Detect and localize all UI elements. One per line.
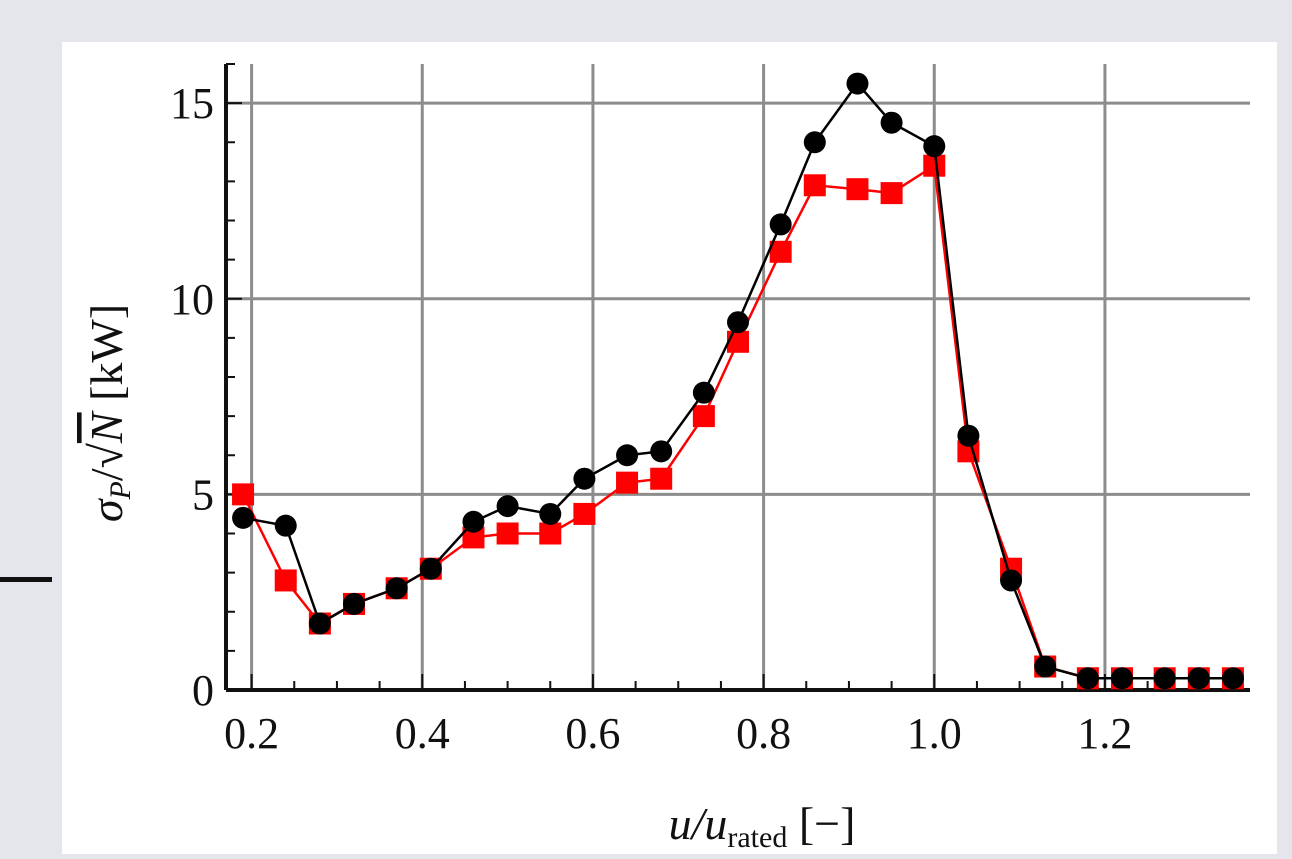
y-axis-label: σP/√N [kW]	[81, 304, 137, 522]
y-axis-label-sub: P	[104, 481, 137, 500]
series-1-point-0	[232, 483, 255, 506]
y-axis-label-slash: /	[81, 468, 132, 481]
y-tick-label-3: 15	[170, 79, 214, 128]
series-0-point-13	[727, 311, 749, 334]
series-0-point-26	[1221, 667, 1244, 690]
x-axis-label-unit: [−]	[787, 798, 855, 849]
x-tick-label-4: 1.0	[907, 709, 962, 758]
line-chart: 0.2 0.4 0.6 0.8 1.0 1.2 0 5 10 15 u/urated [−] σP…	[81, 63, 1250, 854]
series-0-point-11	[650, 440, 673, 463]
series-0-point-20	[1000, 569, 1023, 592]
series-layer	[232, 72, 1244, 690]
series-1-point-8	[539, 522, 562, 545]
series-1-point-12	[692, 405, 715, 428]
plot-card: 0.2 0.4 0.6 0.8 1.0 1.2 0 5 10 15 u/urated [−] σP…	[62, 42, 1277, 854]
x-tick-label-5: 1.2	[1077, 709, 1132, 758]
series-1-point-11	[650, 467, 673, 490]
series-0-point-24	[1153, 667, 1176, 690]
series-0-point-8	[539, 502, 562, 525]
y-axis-label-sigma: σ	[81, 497, 132, 522]
y-axis-label-n: N	[81, 410, 132, 444]
series-0-point-7	[496, 495, 519, 518]
grid-lines	[226, 64, 1250, 690]
series-0-point-21	[1034, 655, 1057, 678]
series-0-point-19	[957, 424, 980, 447]
x-tick-label-1: 0.4	[395, 709, 450, 758]
series-0-point-3	[343, 592, 365, 615]
y-tick-label-2: 10	[170, 275, 214, 324]
series-1-point-14	[769, 240, 792, 263]
y-tick-label-0: 0	[192, 666, 214, 715]
series-0-point-23	[1111, 667, 1133, 690]
series-0-point-14	[769, 213, 792, 236]
series-0-point-1	[274, 514, 297, 537]
series-0-point-6	[462, 510, 485, 533]
series-0-point-5	[419, 557, 442, 580]
x-tick-label-0: 0.2	[224, 709, 279, 758]
series-0-point-4	[385, 577, 408, 600]
series-0-point-25	[1187, 667, 1210, 690]
series-0-point-22	[1076, 667, 1099, 690]
series-1-point-17	[880, 182, 903, 205]
series-1-point-16	[846, 178, 869, 201]
series-0-point-12	[692, 381, 715, 404]
series-0-point-17	[880, 111, 903, 134]
series-1-point-9	[573, 502, 596, 525]
y-tick-label-1: 5	[192, 470, 214, 519]
axes	[224, 63, 1250, 692]
y-axis-label-unit: [kW]	[81, 304, 132, 413]
series-1-point-10	[616, 471, 639, 494]
tick-labels: 0.2 0.4 0.6 0.8 1.0 1.2 0 5 10 15	[170, 79, 1132, 758]
x-axis-label-sub: rated	[727, 821, 787, 854]
series-1-point-18	[923, 154, 946, 177]
series-1-point-1	[274, 569, 297, 592]
series-1-point-15	[803, 174, 826, 197]
series-1-point-6	[462, 526, 485, 549]
series-0-point-0	[232, 506, 255, 529]
series-0-point-10	[616, 444, 639, 467]
x-axis-label-main: u/u	[669, 798, 728, 849]
series-1-line	[241, 163, 1233, 680]
y-axis-label-text: σP/√N [kW]	[81, 304, 137, 522]
x-tick-label-2: 0.6	[565, 709, 620, 758]
x-axis-label: u/urated [−]	[669, 798, 856, 854]
series-1-point-13	[727, 330, 749, 353]
x-tick-label-3: 0.8	[736, 709, 791, 758]
series-0-point-15	[803, 131, 826, 154]
left-dash-mark	[0, 577, 52, 582]
y-axis-label-radical: √	[81, 442, 132, 468]
series-0-point-16	[846, 72, 869, 95]
series-1-point-7	[496, 522, 519, 545]
series-0-point-18	[923, 135, 946, 158]
series-0-point-2	[308, 612, 331, 635]
series-0-point-9	[573, 467, 596, 490]
